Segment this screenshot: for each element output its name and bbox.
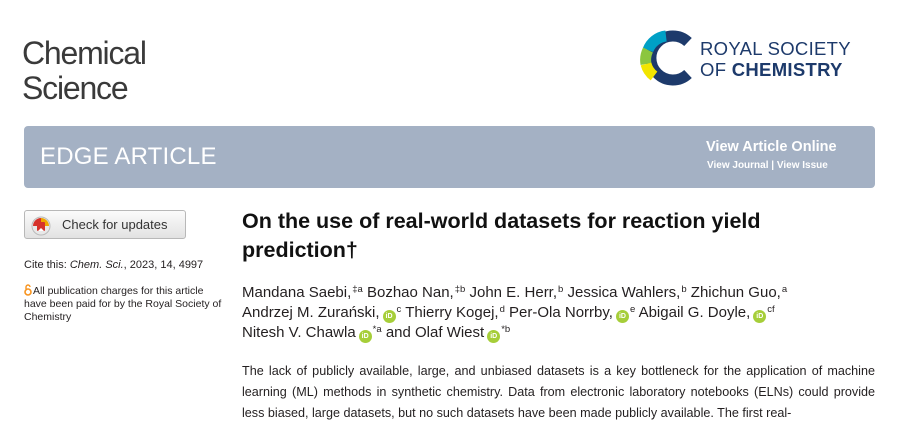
cite-label: Cite this:	[24, 259, 70, 271]
author-name[interactable]: Nitesh V. Chawla	[242, 323, 356, 341]
author-line-3: Nitesh V. Chawla iD*a and Olaf Wiest iD*b	[242, 323, 882, 343]
banner-links: View Journal | View Issue	[707, 160, 828, 171]
publisher-line1: ROYAL SOCIETY	[700, 38, 851, 59]
citation: Cite this: Chem. Sci., 2023, 14, 4997	[24, 259, 203, 271]
check-for-updates-label: Check for updates	[62, 217, 168, 232]
publisher-line2: OF CHEMISTRY	[700, 59, 843, 80]
article-type-label: EDGE ARTICLE	[40, 143, 217, 170]
author-name[interactable]: Bozhao Nan,	[362, 284, 454, 301]
cite-details: , 2023, 14, 4997	[123, 259, 204, 271]
author-name[interactable]: and Olaf Wiest	[381, 323, 485, 341]
author-name[interactable]: Mandana Saebi,	[242, 284, 352, 301]
author-line-1: Mandana Saebi,‡a Bozhao Nan,‡b John E. H…	[242, 283, 882, 303]
author-line-2: Andrzej M. Zurański, iDc Thierry Kogej,d …	[242, 303, 882, 323]
author-affiliation: *a	[372, 323, 382, 335]
link-separator: |	[768, 160, 777, 171]
author-affiliation: b	[681, 284, 687, 295]
abstract: The lack of publicly available, large, a…	[242, 361, 875, 424]
author-affiliation: cf	[767, 303, 775, 315]
orcid-icon[interactable]: iD	[358, 329, 372, 343]
article-type-banner	[24, 126, 875, 188]
open-access-note: All publication charges for this article…	[24, 284, 229, 324]
author-affiliation: d	[499, 303, 505, 315]
journal-name-line1: Chemical	[22, 35, 147, 71]
orcid-icon[interactable]: iD	[753, 309, 767, 323]
author-name[interactable]: Zhichun Guo,	[686, 284, 781, 301]
check-updates-icon	[31, 216, 51, 236]
author-affiliation: c	[396, 303, 402, 315]
view-article-online-link[interactable]: View Article Online	[706, 139, 837, 155]
open-access-text: All publication charges for this article…	[24, 285, 222, 323]
author-name[interactable]: John E. Herr,	[465, 284, 558, 301]
author-affiliation: b	[558, 284, 564, 295]
author-name[interactable]: Per-Ola Norrby,	[504, 303, 613, 321]
author-name[interactable]: Abigail G. Doyle,	[635, 303, 751, 321]
open-access-icon	[24, 284, 32, 296]
author-name[interactable]: Jessica Wahlers,	[563, 284, 681, 301]
view-journal-link[interactable]: View Journal	[707, 160, 769, 171]
author-affiliation: ‡a	[352, 284, 363, 295]
author-affiliation: ‡b	[454, 284, 466, 295]
orcid-icon[interactable]: iD	[615, 309, 629, 323]
author-affiliation: *b	[501, 323, 511, 335]
check-for-updates-button[interactable]: Check for updates	[24, 210, 186, 239]
rsc-logo-icon	[640, 30, 692, 86]
author-name[interactable]: Thierry Kogej,	[401, 303, 499, 321]
journal-name: Chemical Science	[22, 36, 222, 106]
abstract-text: The lack of publicly available, large, a…	[242, 364, 875, 420]
view-issue-link[interactable]: View Issue	[776, 160, 828, 171]
cite-journal: Chem. Sci.	[69, 259, 124, 271]
journal-name-line2: Science	[22, 70, 129, 106]
orcid-icon[interactable]: iD	[487, 329, 501, 343]
author-affiliation: e	[629, 303, 636, 315]
article-title: On the use of real-world datasets for re…	[242, 209, 761, 262]
author-list: Mandana Saebi,‡a Bozhao Nan,‡b John E. H…	[242, 283, 882, 343]
publisher-name: ROYAL SOCIETY OF CHEMISTRY	[700, 38, 851, 80]
author-name[interactable]: Andrzej M. Zurański,	[242, 303, 380, 321]
author-affiliation: a	[781, 284, 788, 295]
orcid-icon[interactable]: iD	[382, 309, 396, 323]
